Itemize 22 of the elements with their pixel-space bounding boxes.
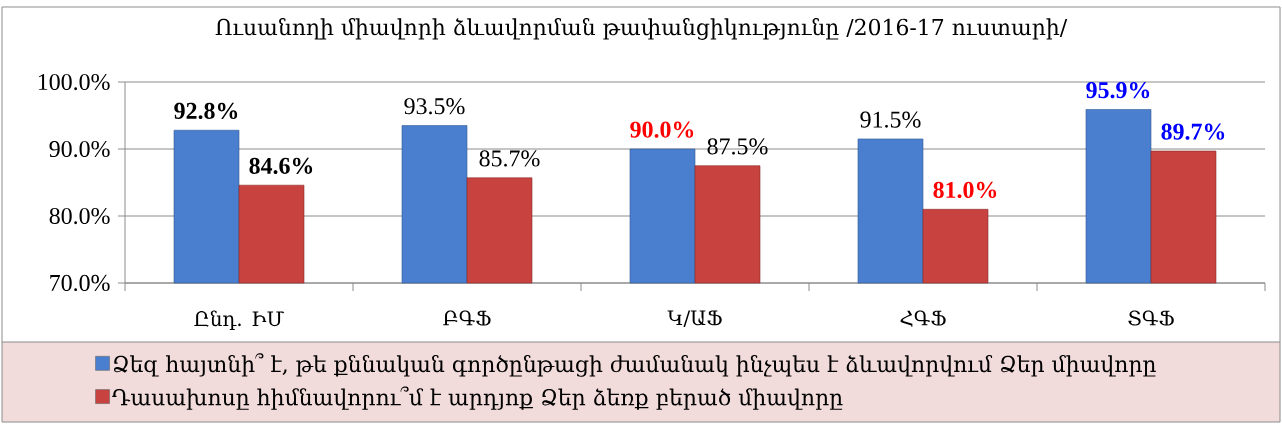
y-tick-label: 70.0% <box>50 274 110 292</box>
data-label: 92.8% <box>174 102 238 120</box>
chart-title: Ուսանողի միավորի ձևավորման թափանցիկությունը /2016-17 ուստարի/ <box>215 18 1068 40</box>
x-tick-label: Կ/ԱՖ <box>667 310 722 327</box>
data-label: 90.0% <box>630 121 694 138</box>
x-tick-label: ՏԳՖ <box>1128 310 1174 326</box>
y-tick-label: 100.0% <box>38 73 110 91</box>
data-label: 91.5% <box>860 111 921 128</box>
x-tick-label: ԲԳՖ <box>443 310 491 326</box>
data-label: 93.5% <box>404 98 465 115</box>
legend-label: Դասախոսը հիմնավորու՞մ է արդյոք Ձեր ձեռք բերած միավորը <box>112 386 843 410</box>
data-label: 87.5% <box>707 138 768 155</box>
legend-label: Ձեզ հայտնի՞ է, թե քննական գործընթացի ժամանակ ինչպես է ձևավորվում Ձեր միավորը <box>114 353 1156 377</box>
y-tick-label: 90.0% <box>49 140 110 158</box>
data-label: 89.7% <box>1161 123 1225 140</box>
data-label: 84.6% <box>249 157 313 174</box>
data-label: 95.9% <box>1086 82 1150 99</box>
y-tick-label: 80.0% <box>49 207 110 225</box>
x-tick-label: Ընդ. ԻՄ <box>194 310 285 331</box>
data-label: 81.0% <box>933 181 997 199</box>
data-label: 85.7% <box>479 150 540 167</box>
x-tick-label: ՀԳՖ <box>900 310 946 327</box>
